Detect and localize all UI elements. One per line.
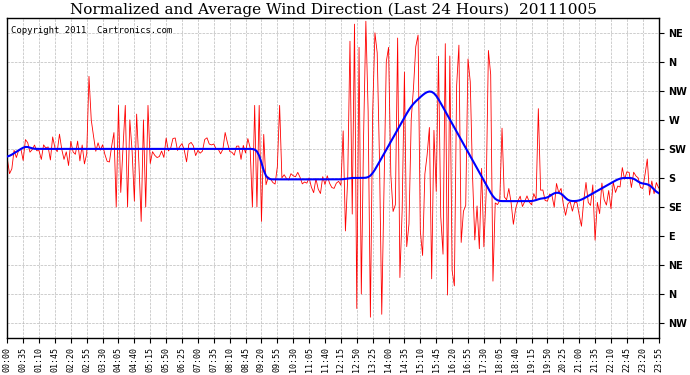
Title: Normalized and Average Wind Direction (Last 24 Hours)  20111005: Normalized and Average Wind Direction (L…	[70, 3, 596, 17]
Text: Copyright 2011  Cartronics.com: Copyright 2011 Cartronics.com	[10, 26, 172, 35]
